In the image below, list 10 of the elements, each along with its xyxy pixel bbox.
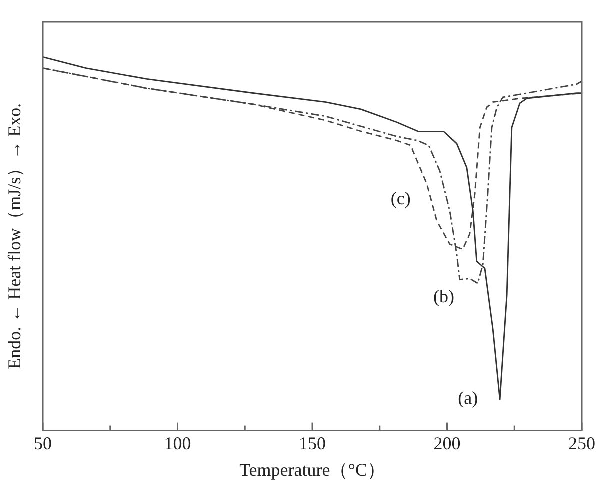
x-axis-title: Temperature（°C） — [240, 460, 386, 480]
x-tick-label: 250 — [568, 433, 596, 454]
series-label: (c) — [390, 188, 411, 208]
x-tick-label: 150 — [299, 433, 326, 454]
x-tick-label: 100 — [164, 433, 192, 454]
x-tick-label: 200 — [434, 433, 461, 454]
x-tick-label: 50 — [34, 433, 52, 454]
series-label: (a) — [458, 388, 478, 408]
series-label: (b) — [433, 286, 454, 306]
y-axis-title: Endo. ← Heat flow（mJ/s）→ Exo. — [4, 103, 25, 370]
